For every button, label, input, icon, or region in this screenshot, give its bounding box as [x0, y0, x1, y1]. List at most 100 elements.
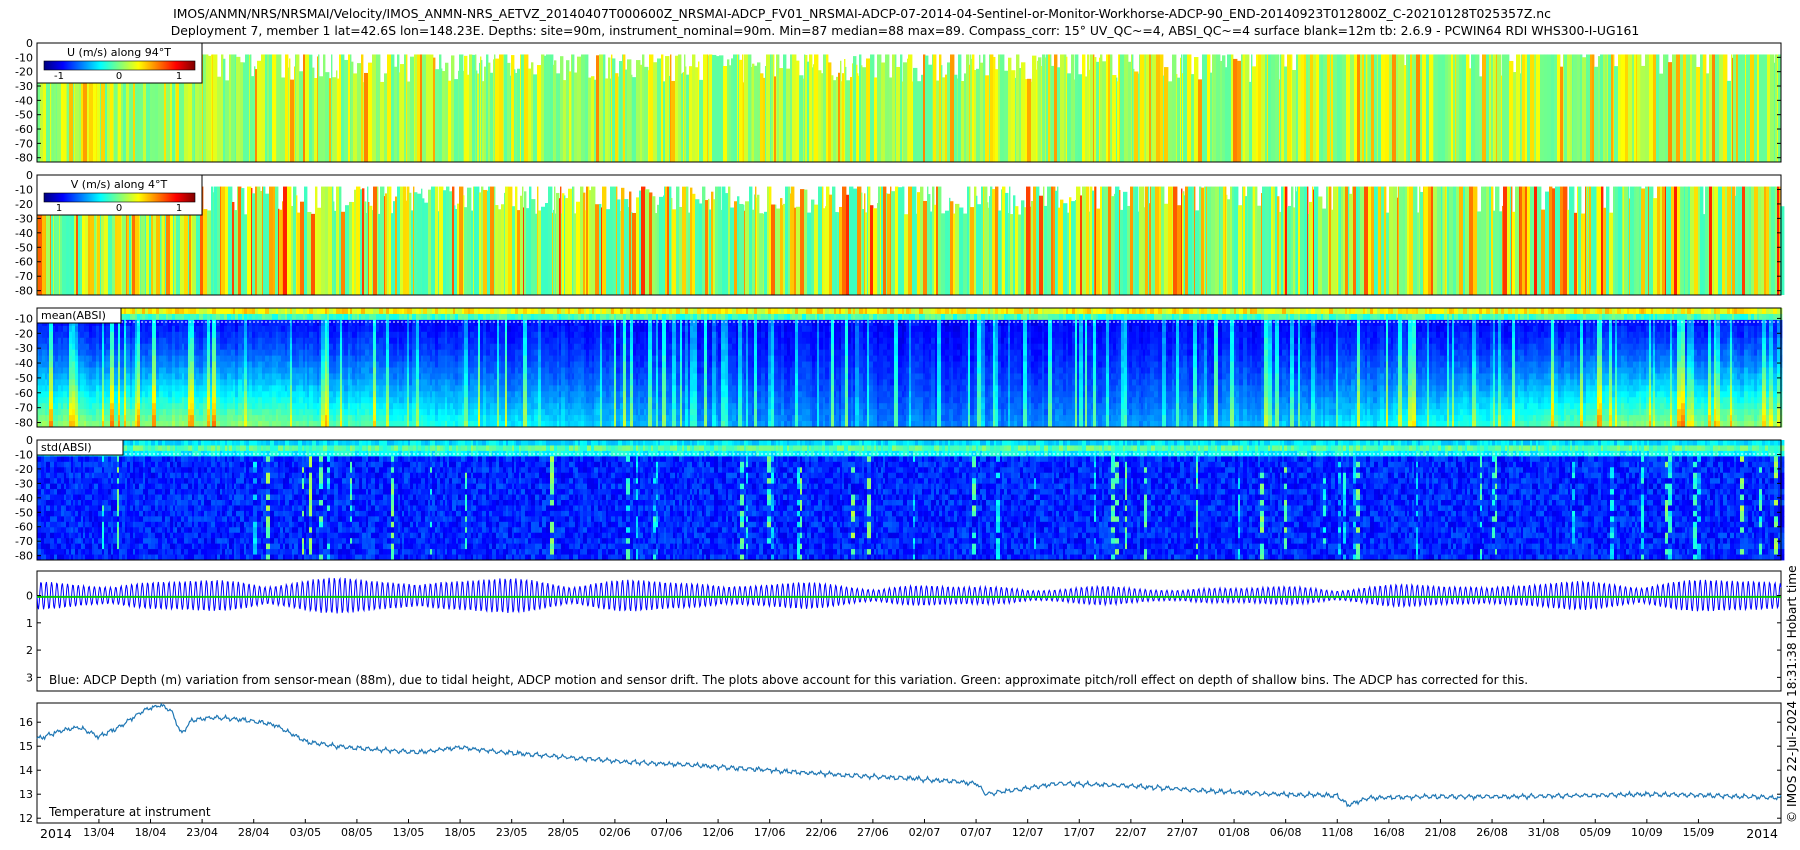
heatmap-column	[524, 54, 528, 162]
heatmap-column	[1586, 54, 1590, 162]
heatmap-column	[992, 189, 995, 295]
heatmap-column	[1668, 62, 1672, 162]
heatmap-cell	[58, 403, 61, 409]
heatmap-column	[671, 81, 675, 162]
heatmap-column	[1120, 210, 1123, 295]
heatmap-column	[828, 62, 831, 162]
heatmap-column	[928, 65, 932, 162]
heatmap-column	[208, 56, 211, 162]
heatmap-cell	[42, 356, 45, 362]
heatmap-column	[293, 187, 296, 295]
heatmap-column	[938, 187, 941, 295]
heatmap-column	[1309, 202, 1312, 295]
heatmap-column	[950, 54, 954, 162]
heatmap-column	[556, 73, 560, 162]
heatmap-column	[627, 59, 631, 162]
heatmap-column	[695, 67, 698, 162]
heatmap-column	[1560, 67, 1563, 162]
heatmap-column	[947, 62, 950, 162]
heatmap-column	[883, 187, 886, 295]
heatmap-column	[275, 187, 278, 295]
heatmap-cell	[42, 373, 45, 379]
heatmap-column	[1680, 54, 1683, 162]
heatmap-cell	[42, 350, 45, 356]
heatmap-column	[1222, 55, 1225, 162]
heatmap-column	[679, 207, 682, 295]
heatmap-column	[1456, 54, 1459, 162]
heatmap-column	[959, 208, 963, 295]
heatmap-column	[257, 61, 261, 162]
heatmap-column	[1581, 214, 1585, 295]
heatmap-column	[504, 54, 507, 162]
heatmap-column	[1155, 187, 1159, 295]
heatmap-column	[1128, 62, 1131, 162]
heatmap-column	[1453, 187, 1456, 295]
heatmap-column	[296, 54, 299, 162]
heatmap-column	[686, 75, 689, 162]
heatmap-column	[1662, 187, 1665, 295]
heatmap-column	[796, 207, 800, 295]
heatmap-column	[1481, 187, 1485, 295]
heatmap-column	[387, 54, 391, 162]
heatmap-column	[712, 55, 716, 162]
v-colorbar-tick-right: 1	[176, 203, 182, 214]
heatmap-column	[505, 187, 508, 295]
heatmap-column	[1392, 54, 1396, 162]
heatmap-column	[1618, 54, 1621, 162]
heatmap-column	[1111, 196, 1114, 295]
heatmap-column	[1615, 187, 1618, 295]
heatmap-column	[1108, 187, 1111, 295]
heatmap-column	[1696, 67, 1700, 162]
heatmap-cell	[42, 362, 45, 368]
heatmap-column	[495, 59, 499, 162]
heatmap-column	[1465, 187, 1469, 295]
heatmap-column	[1233, 59, 1237, 162]
title-line-1: IMOS/ANMN/NRS/NRSMAI/Velocity/IMOS_ANMN-…	[173, 6, 1551, 21]
heatmap-column	[1564, 54, 1567, 162]
heatmap-column	[498, 209, 501, 295]
heatmap-cell	[58, 409, 61, 415]
heatmap-column	[1010, 214, 1013, 295]
heatmap-column	[791, 187, 794, 295]
heatmap-column	[341, 54, 344, 162]
heatmap-column	[1183, 54, 1187, 162]
heatmap-column	[565, 198, 568, 295]
heatmap-column	[110, 70, 113, 162]
heatmap-column	[889, 77, 892, 162]
heatmap-column	[1145, 187, 1148, 295]
heatmap-cell	[49, 338, 53, 344]
heatmap-column	[1515, 187, 1519, 295]
heatmap-column	[325, 187, 328, 295]
heatmap-column	[1033, 187, 1036, 295]
heatmap-column	[619, 61, 622, 162]
heatmap-column	[1134, 71, 1138, 162]
heatmap-column	[1502, 54, 1505, 162]
heatmap-column	[317, 208, 321, 295]
heatmap-column	[1760, 54, 1763, 162]
heatmap-column	[407, 82, 410, 162]
heatmap-column	[636, 60, 640, 162]
heatmap-column	[1433, 187, 1436, 295]
heatmap-column	[826, 187, 829, 295]
heatmap-column	[1177, 78, 1180, 162]
heatmap-column	[217, 77, 221, 162]
heatmap-column	[1076, 187, 1080, 295]
heatmap-column	[842, 187, 846, 295]
heatmap-column	[314, 78, 317, 162]
heatmap-column	[1287, 54, 1291, 162]
heatmap-column	[1727, 187, 1731, 295]
heatmap-column	[384, 73, 387, 162]
heatmap-column	[231, 54, 235, 162]
heatmap-column	[814, 54, 818, 162]
heatmap-column	[799, 75, 803, 162]
heatmap-column	[1216, 54, 1220, 162]
heatmap-column	[101, 213, 104, 295]
heatmap-column	[871, 54, 874, 162]
heatmap-column	[832, 187, 835, 295]
heatmap-cell	[55, 326, 58, 332]
heatmap-cell	[55, 397, 58, 403]
heatmap-column	[285, 54, 288, 162]
heatmap-column	[1057, 67, 1060, 162]
heatmap-column	[261, 54, 265, 162]
heatmap-cell	[49, 403, 53, 409]
